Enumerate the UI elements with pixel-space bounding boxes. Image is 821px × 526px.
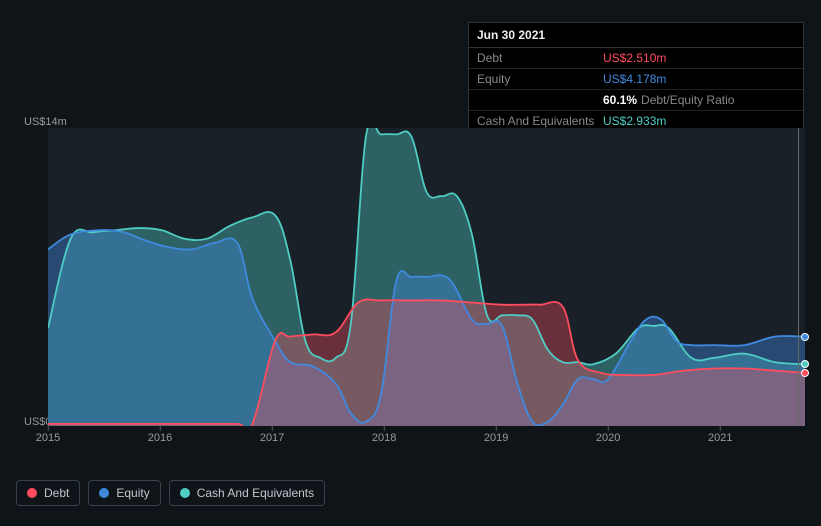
x-axis: 2015201620172018201920202021 (48, 432, 805, 456)
legend-label: Cash And Equivalents (197, 486, 314, 500)
debt-marker (801, 369, 809, 377)
tooltip-label (477, 93, 603, 107)
cash-marker (801, 360, 809, 368)
equity-swatch-icon (99, 488, 109, 498)
x-tick: 2019 (484, 432, 508, 444)
legend-label: Equity (116, 486, 149, 500)
x-tick: 2020 (596, 432, 620, 444)
tooltip-row: EquityUS$4.178m (469, 69, 803, 90)
debt-swatch-icon (27, 488, 37, 498)
legend-cash[interactable]: Cash And Equivalents (169, 480, 325, 506)
x-tick: 2016 (148, 432, 172, 444)
legend: Debt Equity Cash And Equivalents (16, 480, 325, 506)
tooltip-label: Debt (477, 51, 603, 65)
y-axis-max: US$14m (24, 116, 67, 128)
tooltip-value: US$2.510m (603, 51, 666, 65)
tooltip-row: DebtUS$2.510m (469, 48, 803, 69)
plot-region[interactable] (48, 128, 805, 426)
chart-area: US$14m US$0 2015201620172018201920202021 (16, 122, 805, 456)
hover-line (798, 128, 799, 426)
x-tick: 2021 (708, 432, 732, 444)
x-tick: 2018 (372, 432, 396, 444)
tooltip-row: 60.1%Debt/Equity Ratio (469, 90, 803, 111)
x-tick: 2017 (260, 432, 284, 444)
legend-debt[interactable]: Debt (16, 480, 80, 506)
tooltip-rows: DebtUS$2.510mEquityUS$4.178m60.1%Debt/Eq… (469, 48, 803, 131)
legend-equity[interactable]: Equity (88, 480, 160, 506)
tooltip-value: US$4.178m (603, 72, 666, 86)
equity-marker (801, 333, 809, 341)
legend-label: Debt (44, 486, 69, 500)
tooltip-label: Equity (477, 72, 603, 86)
chart-tooltip: Jun 30 2021 DebtUS$2.510mEquityUS$4.178m… (468, 22, 804, 132)
cash-swatch-icon (180, 488, 190, 498)
x-tick: 2015 (36, 432, 60, 444)
tooltip-date: Jun 30 2021 (469, 23, 803, 48)
tooltip-ratio: 60.1%Debt/Equity Ratio (603, 93, 734, 107)
